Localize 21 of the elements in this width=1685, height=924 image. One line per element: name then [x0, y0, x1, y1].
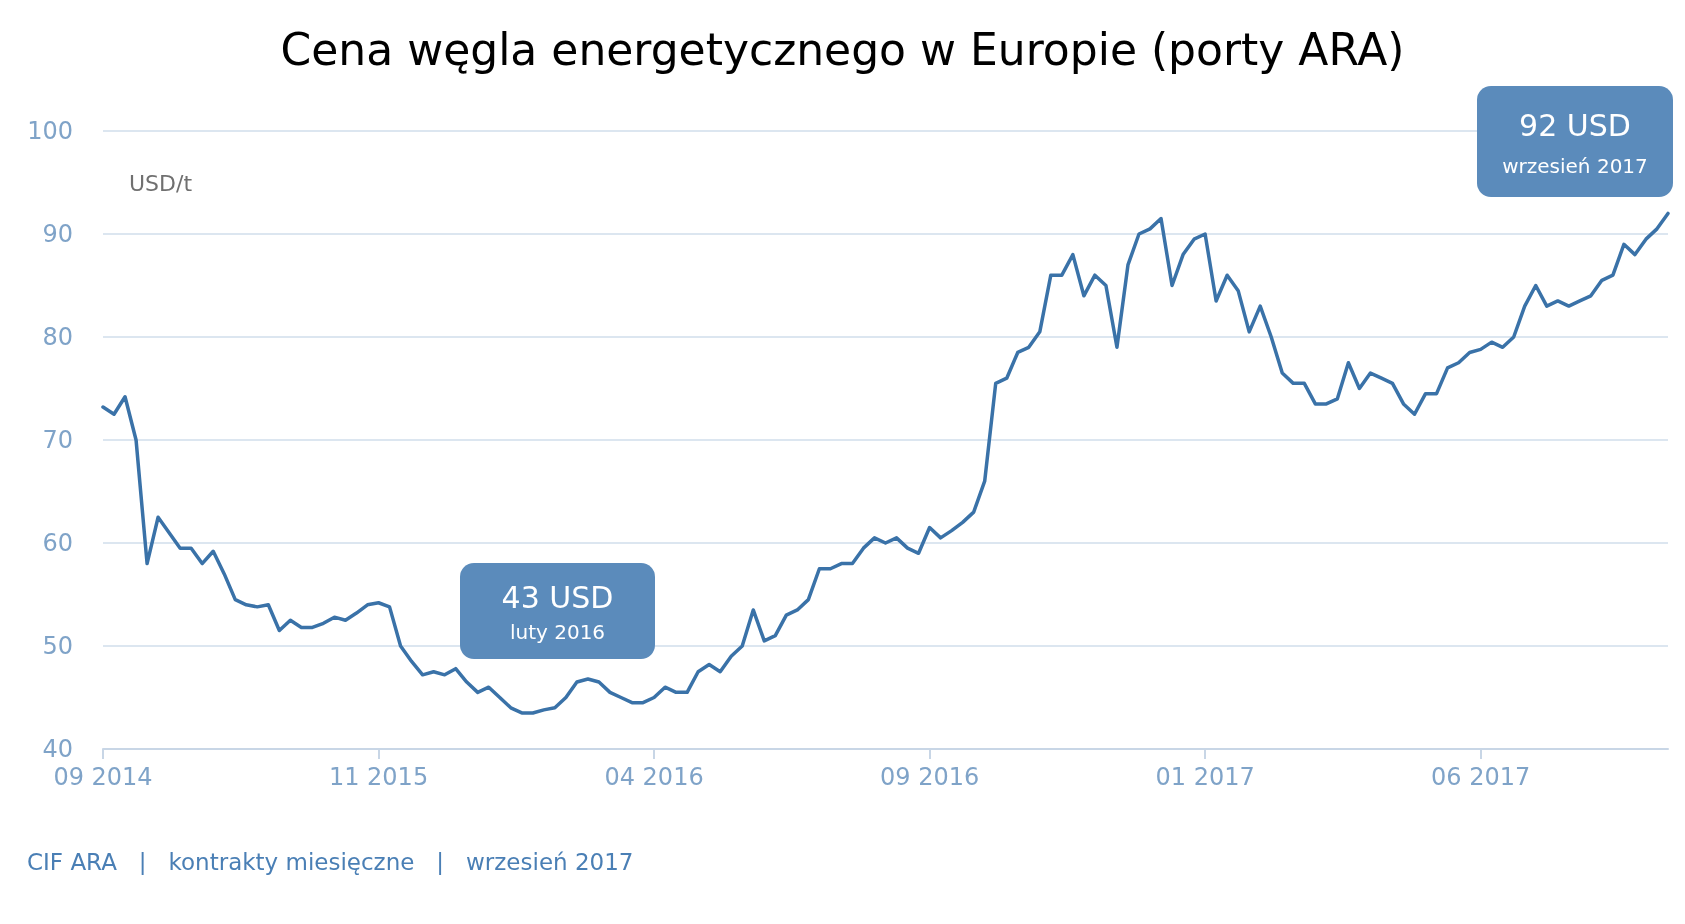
- line-series: [101, 211, 1670, 715]
- y-tick-label: 40: [42, 735, 73, 763]
- y-tick-label: 70: [42, 426, 73, 454]
- x-tick-label: 11 2015: [328, 763, 429, 791]
- x-tick-label: 09 2014: [53, 763, 153, 791]
- x-tick-label: 06 2017: [1431, 763, 1531, 791]
- y-tick-label: 80: [42, 323, 73, 351]
- chart-title: Cena węgla energetycznego w Europie (porty ARA): [280, 23, 1405, 75]
- x-tick-label: 09 2016: [879, 763, 980, 791]
- y-tick-label: 60: [42, 529, 73, 557]
- annotation: 43 USD: [501, 580, 614, 616]
- y-axis-title: USD/t: [129, 170, 193, 196]
- annotation: luty 2016: [509, 620, 606, 645]
- x-tick-label: 04 2016: [604, 763, 704, 791]
- y-tick-label: 90: [42, 220, 73, 248]
- annotation: 92 USD: [1519, 108, 1631, 144]
- text: CIF ARA | kontrakty miesięczne | wrzesień 2017: [27, 848, 634, 875]
- y-tick-label: 100: [27, 117, 73, 145]
- annotation: wrzesień 2017: [1502, 153, 1648, 178]
- y-tick-label: 50: [42, 632, 73, 660]
- x-tick-label: 01 2017: [1155, 763, 1255, 791]
